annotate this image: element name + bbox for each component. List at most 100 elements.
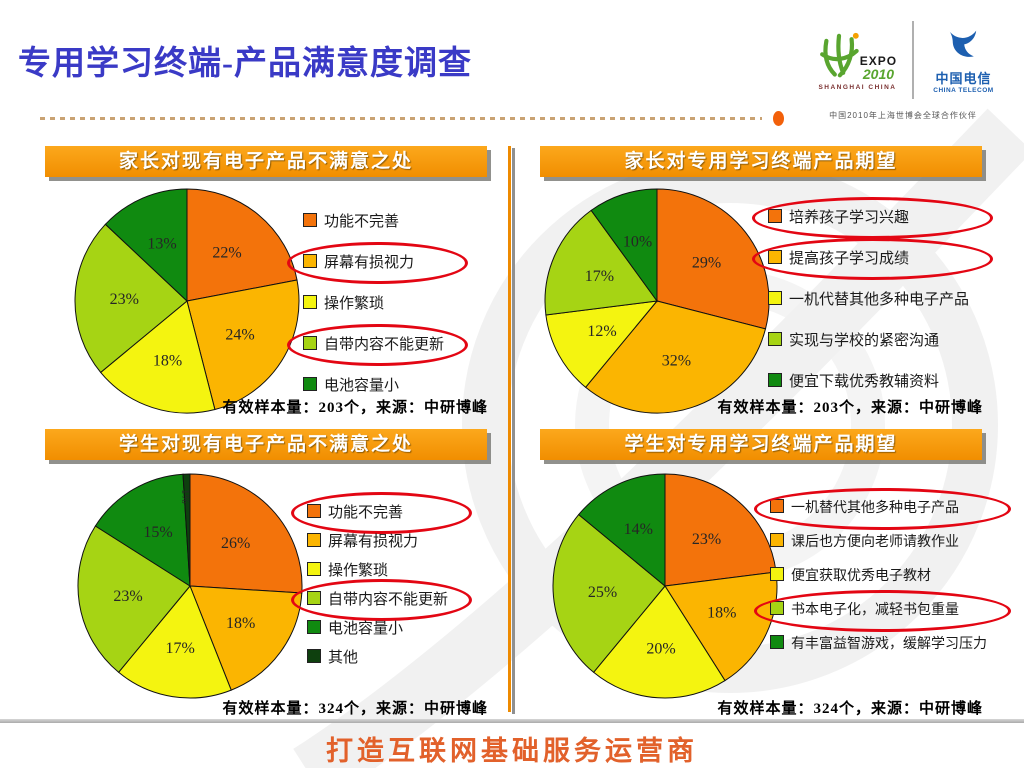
legend-label: 有丰富益智游戏，缓解学习压力	[791, 637, 987, 652]
legend-label: 电池容量小	[324, 378, 400, 394]
chart-title-banner: 家长对现有电子产品不满意之处	[45, 146, 487, 177]
partner-logos: EXPO 2010 SHANGHAI CHINA 中国电信 CHINA TELE…	[810, 12, 1006, 108]
legend-label: 自带内容不能更新	[324, 337, 445, 353]
legend-item: 功能不完善	[291, 492, 473, 534]
legend-label: 操作繁琐	[328, 563, 389, 579]
legend-label: 自带内容不能更新	[328, 592, 449, 608]
pie-slice	[77, 525, 191, 674]
pie-value-label: 17%	[585, 268, 614, 285]
expo2010-logo: EXPO 2010 SHANGHAI CHINA	[810, 30, 905, 91]
pie-slice	[99, 300, 216, 414]
legend-swatch	[770, 567, 784, 581]
partner-caption: 中国2010年上海世博会全球合作伙伴	[829, 111, 977, 120]
legend-label: 便宜下载优秀教辅资料	[789, 374, 940, 390]
logo-divider	[911, 21, 914, 99]
legend-swatch	[770, 499, 784, 513]
chart-title-banner: 学生对专用学习终端产品期望	[540, 429, 982, 460]
legend-item: 操作繁琐	[303, 292, 444, 316]
legend-swatch	[768, 373, 782, 387]
legend-item: 操作繁琐	[307, 559, 448, 583]
pie-slice	[186, 188, 298, 302]
pie-slice	[104, 188, 188, 303]
legend-item: 屏幕有损视力	[307, 530, 448, 554]
sample-source-note: 有效样本量：203个，来源：中研博峰	[222, 400, 488, 416]
vertical-divider-shadow	[512, 148, 515, 714]
pie-value-label: 17%	[166, 640, 195, 657]
legend-item: 其他	[307, 646, 448, 670]
pie-value-label: 23%	[692, 531, 721, 548]
expo-year: 2010	[862, 65, 895, 82]
legend-label: 一机替代其他多种电子产品	[791, 501, 959, 516]
legend-label: 书本电子化，减轻书包重量	[791, 603, 959, 618]
legend-label: 屏幕有损视力	[324, 255, 415, 271]
pie-chart: 22% 24% 18% 23% 13%	[74, 188, 300, 414]
legend-item: 书本电子化，减轻书包重量	[754, 590, 1011, 632]
pie-value-label: 18%	[226, 615, 255, 632]
legend-swatch	[768, 209, 782, 223]
legend-label: 实现与学校的紧密沟通	[789, 333, 940, 349]
legend-item: 培养孩子学习兴趣	[752, 197, 994, 239]
legend-label: 功能不完善	[328, 505, 404, 521]
legend-swatch	[770, 533, 784, 547]
pie-value-label: 25%	[588, 584, 617, 601]
pie-value-label: 23%	[110, 291, 139, 308]
legend-label: 便宜获取优秀电子教材	[791, 569, 931, 584]
legend-swatch	[768, 250, 782, 264]
legend-label: 屏幕有损视力	[328, 534, 419, 550]
legend-item: 有丰富益智游戏，缓解学习压力	[770, 633, 987, 657]
pie-slice	[664, 473, 777, 587]
legend-label: 课后也方便向老师请教作业	[791, 535, 959, 550]
chart-title-banner: 家长对专用学习终端产品期望	[540, 146, 982, 177]
legend-item: 电池容量小	[303, 374, 444, 398]
legend-item: 电池容量小	[307, 617, 448, 641]
pie-slice	[656, 188, 770, 330]
footer-divider	[0, 719, 1024, 723]
sample-source-note: 有效样本量：324个，来源：中研博峰	[717, 701, 983, 717]
pie-slice	[186, 279, 300, 411]
legend-item: 功能不完善	[303, 210, 444, 234]
pie-slice	[94, 473, 191, 587]
pie-chart: 23% 18% 20% 25% 14%	[552, 473, 778, 699]
pie-value-label: 26%	[221, 535, 250, 552]
pie-value-label: 24%	[225, 327, 254, 344]
pie-value-label: 18%	[707, 605, 736, 622]
pie-slice	[189, 585, 303, 691]
legend-swatch	[307, 649, 321, 663]
pie-value-label: 14%	[624, 521, 653, 538]
legend-swatch	[768, 332, 782, 346]
pie-value-label: 1%	[179, 489, 191, 504]
pie-slice	[664, 571, 778, 682]
china-telecom-en: CHINA TELECOM	[933, 86, 994, 94]
legend-item: 自带内容不能更新	[291, 579, 473, 621]
legend-label: 功能不完善	[324, 214, 400, 230]
chart-parents-expectation: 家长对专用学习终端产品期望 29% 32% 12% 17% 10% 培养孩子学习兴趣 提高…	[540, 146, 994, 426]
pie-value-label: 10%	[623, 233, 652, 250]
pie-slice	[189, 473, 303, 594]
expo-figure-icon	[819, 32, 859, 77]
legend-item: 便宜获取优秀电子教材	[770, 565, 987, 589]
pie-slice	[590, 188, 658, 303]
legend-swatch	[307, 504, 321, 518]
legend-label: 培养孩子学习兴趣	[789, 210, 910, 226]
legend-item: 一机代替其他多种电子产品	[768, 288, 969, 312]
expo-subtitle: SHANGHAI CHINA	[818, 83, 897, 91]
pie-slice	[545, 300, 659, 389]
chart-parents-dissatisfaction: 家长对现有电子产品不满意之处 22% 24% 18% 23% 13% 功能不完善 屏幕有损…	[45, 146, 490, 426]
pie-slice	[577, 473, 666, 588]
pie-slice	[74, 223, 188, 374]
pie-value-label: 29%	[692, 255, 721, 272]
legend-swatch	[307, 620, 321, 634]
pie-chart: 26% 18% 17% 23% 15% 1%	[77, 473, 303, 699]
legend-swatch	[307, 533, 321, 547]
legend: 培养孩子学习兴趣 提高孩子学习成绩 一机代替其他多种电子产品 实现与学校的紧密沟通 便宜…	[752, 197, 994, 411]
expo-dot	[852, 32, 859, 39]
legend-label: 操作繁琐	[324, 296, 385, 312]
pie-value-label: 18%	[153, 353, 182, 370]
pie-slice	[117, 585, 232, 699]
legend: 功能不完善屏幕有损视力 操作繁琐自带内容不能更新 电池容量小	[287, 210, 469, 415]
legend-item: 便宜下载优秀教辅资料	[768, 370, 969, 394]
pie-slice	[544, 209, 658, 316]
slide-title: 专用学习终端-产品满意度调查	[18, 46, 472, 82]
legend-item: 自带内容不能更新	[287, 324, 469, 366]
legend-item: 屏幕有损视力	[287, 242, 469, 284]
